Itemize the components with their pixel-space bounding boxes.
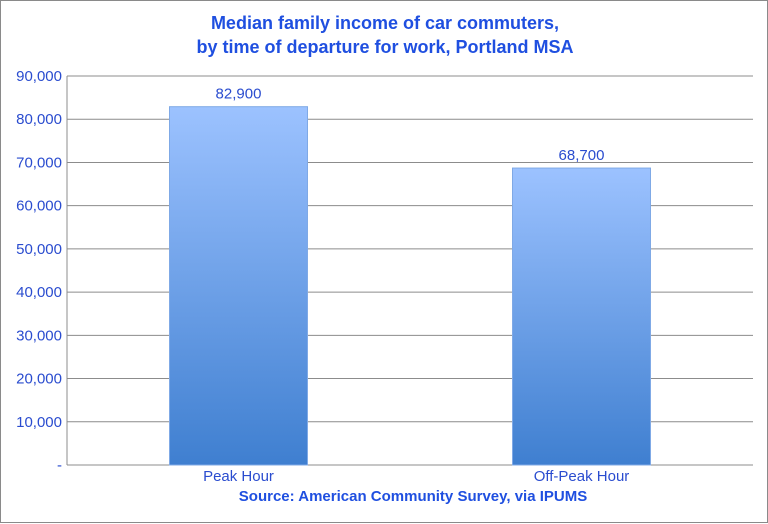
y-tick-label: 90,000 [16,68,62,85]
x-tick-label: Peak Hour [203,468,274,485]
y-tick-label: 50,000 [16,241,62,258]
y-tick-label: 70,000 [16,154,62,171]
y-axis-tick-labels: - 10,000 20,000 30,000 40,000 50,000 60,000 70,… [16,68,62,474]
y-tick-label: 20,000 [16,371,62,388]
y-tick-label: 40,000 [16,284,62,301]
bar [169,106,308,466]
y-tick-label: 30,000 [16,327,62,344]
bar [512,167,651,466]
x-tick-label: Off-Peak Hour [534,468,630,485]
y-tick-label: - [57,457,62,474]
chart-title-line-1: Median family income of car commuters, [211,13,559,33]
y-tick-label: 10,000 [16,414,62,431]
y-tick-label: 80,000 [16,111,62,128]
data-label: 68,700 [559,147,605,164]
chart-title-line-2: by time of departure for work, Portland … [196,37,573,57]
x-axis-tick-labels: Peak Hour Off-Peak Hour [203,468,629,485]
bars [169,106,651,466]
y-tick-label: 60,000 [16,198,62,215]
data-label: 82,900 [216,86,262,103]
data-labels: 82,900 68,700 [216,86,605,164]
source-note: Source: American Community Survey, via I… [239,488,587,505]
